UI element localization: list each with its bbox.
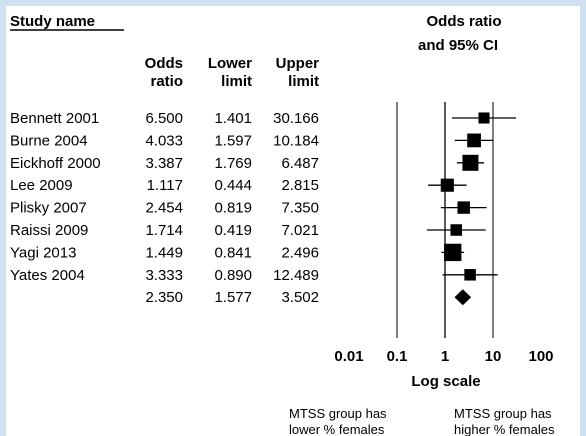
x-tick-label: 100 xyxy=(528,348,553,365)
x-axis-label: Log scale xyxy=(411,373,480,390)
point-estimate-square xyxy=(464,269,476,281)
study-name-label: Yates 2004 xyxy=(10,267,85,284)
odds-ratio-value: 1.449 xyxy=(145,244,183,261)
odds-ratio-header-line1: Odds xyxy=(145,55,183,72)
odds-ratio-value: 1.117 xyxy=(147,177,183,194)
summary-lower-limit: 1.577 xyxy=(214,289,252,306)
footnote-left-line2: lower % females xyxy=(289,422,385,436)
point-estimate-square xyxy=(478,112,490,124)
odds-ratio-value: 3.387 xyxy=(145,155,183,172)
study-rows: Bennett 2001 6.500 1.401 30.166 Burne 2004 4.… xyxy=(10,110,517,306)
summary-diamond xyxy=(454,289,472,306)
study-name-label: Lee 2009 xyxy=(10,177,73,194)
upper-limit-value: 2.496 xyxy=(281,244,319,261)
lower-limit-value: 1.597 xyxy=(214,132,252,149)
upper-limit-header-line1: Upper xyxy=(276,55,320,72)
upper-limit-value: 2.815 xyxy=(281,177,319,194)
lower-limit-value: 1.769 xyxy=(214,155,252,172)
summary-upper-limit: 3.502 xyxy=(281,289,319,306)
odds-ratio-value: 6.500 xyxy=(145,110,183,127)
plot-title-line1: Odds ratio xyxy=(426,13,501,30)
point-estimate-square xyxy=(457,201,470,214)
upper-limit-value: 7.350 xyxy=(281,200,319,217)
x-tick-label: 0.1 xyxy=(387,348,408,365)
odds-ratio-value: 4.033 xyxy=(145,132,183,149)
lower-limit-value: 0.419 xyxy=(214,222,252,239)
study-name-label: Yagi 2013 xyxy=(10,244,76,261)
x-tick-label: 0.01 xyxy=(334,348,363,365)
point-estimate-square xyxy=(462,154,479,171)
odds-ratio-value: 3.333 xyxy=(145,267,183,284)
study-name-label: Burne 2004 xyxy=(10,132,88,149)
axis-guides xyxy=(396,102,494,338)
upper-limit-header-line2: limit xyxy=(288,73,319,90)
lower-limit-value: 0.444 xyxy=(214,177,252,194)
footnote-left-line1: MTSS group has xyxy=(289,406,387,421)
study-name-header: Study name xyxy=(10,13,95,30)
study-name-label: Raissi 2009 xyxy=(10,222,88,239)
study-name-label: Eickhoff 2000 xyxy=(10,155,101,172)
odds-ratio-value: 1.714 xyxy=(145,222,183,239)
figure-panel: Study name Odds ratio Lower limit Upper … xyxy=(6,6,580,436)
x-tick-label: 1 xyxy=(441,348,449,365)
lower-limit-value: 1.401 xyxy=(214,110,252,127)
plot-title-line2: and 95% CI xyxy=(418,37,498,54)
footnote-right-line2: higher % females xyxy=(454,422,555,436)
summary-odds-ratio: 2.350 xyxy=(145,289,183,306)
point-estimate-square xyxy=(467,133,481,148)
x-tick-label: 10 xyxy=(485,348,502,365)
lower-limit-value: 0.890 xyxy=(214,267,252,284)
upper-limit-value: 10.184 xyxy=(273,132,319,149)
odds-ratio-value: 2.454 xyxy=(145,200,183,217)
study-name-label: Bennett 2001 xyxy=(10,110,99,127)
lower-limit-header-line2: limit xyxy=(221,73,252,90)
study-name-label: Plisky 2007 xyxy=(10,200,87,217)
upper-limit-value: 7.021 xyxy=(281,222,319,239)
upper-limit-value: 30.166 xyxy=(273,110,319,127)
point-estimate-square xyxy=(450,224,462,236)
upper-limit-value: 6.487 xyxy=(281,155,319,172)
x-axis-ticks: 0.01 0.1 1 10 100 xyxy=(334,348,553,365)
point-estimate-square xyxy=(440,178,454,192)
lower-limit-value: 0.841 xyxy=(214,244,252,261)
lower-limit-value: 0.819 xyxy=(214,200,252,217)
forest-plot: Study name Odds ratio Lower limit Upper … xyxy=(10,13,555,436)
upper-limit-value: 12.489 xyxy=(273,267,319,284)
footnote-right-line1: MTSS group has xyxy=(454,406,552,421)
lower-limit-header-line1: Lower xyxy=(208,55,252,72)
odds-ratio-header-line2: ratio xyxy=(150,73,183,90)
point-estimate-square xyxy=(444,243,462,262)
